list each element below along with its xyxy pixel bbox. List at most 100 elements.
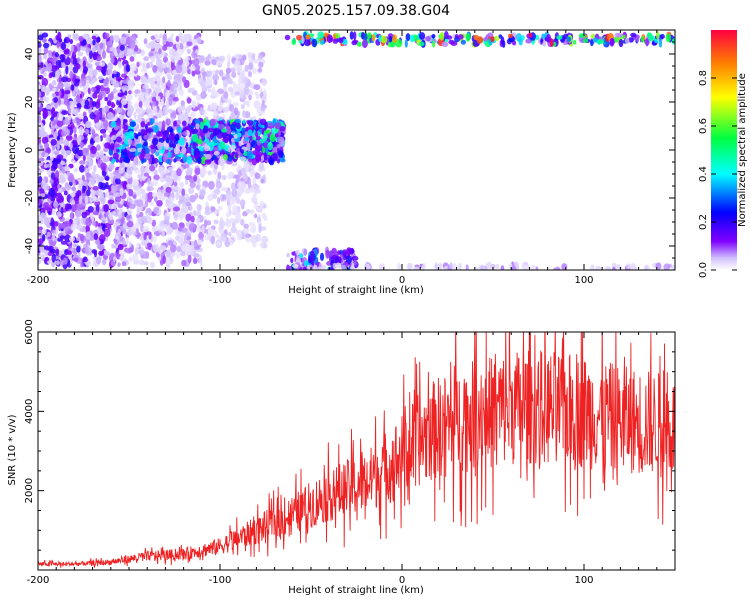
spectrogram-cell — [239, 93, 244, 99]
spectrogram-cell — [75, 209, 82, 218]
spectrogram-cell — [82, 60, 86, 69]
spectrogram-cell — [136, 107, 143, 115]
spectrogram-cell — [556, 35, 563, 40]
spectrogram-cell — [147, 177, 151, 185]
spectrogram-cell — [207, 194, 214, 201]
spectrogram-cell — [213, 188, 221, 195]
spectrogram-cell — [130, 244, 134, 253]
spectrogram-cell — [63, 166, 71, 172]
spectrogram-cell — [62, 140, 70, 146]
spectrogram-cell — [261, 78, 268, 86]
spectrogram-cell — [185, 202, 192, 207]
spectrogram-cell — [129, 63, 137, 72]
spectrogram-cell — [404, 39, 408, 48]
spectrogram-cell — [72, 220, 78, 226]
spectrogram-cell — [242, 228, 250, 234]
spectrogram-cell — [99, 62, 106, 67]
spectrogram-cell — [465, 264, 469, 270]
spectrogram-cell — [508, 262, 513, 270]
spectrogram-cell — [133, 157, 138, 165]
spectrogram-cell — [163, 142, 170, 151]
spectrogram-cell — [425, 36, 431, 42]
spectrogram-cell — [137, 174, 141, 179]
spectrogram-cell — [245, 209, 251, 214]
spectrogram-cell — [50, 125, 56, 130]
spectrogram-cell — [92, 186, 99, 191]
spectrogram-cell — [99, 251, 105, 256]
spectrogram-cell — [94, 238, 101, 245]
spectrogram-cell — [180, 245, 185, 250]
spectrogram-cell — [220, 235, 225, 241]
spectrogram-cell — [221, 130, 228, 139]
spectrogram-cell — [153, 157, 159, 164]
spectrogram-cell — [54, 170, 60, 180]
spectrogram-cell — [204, 83, 210, 88]
spectrogram-cell — [229, 67, 236, 73]
spectrogram-cell — [84, 195, 89, 204]
spectrogram-cell — [76, 245, 81, 253]
spectrogram-cell — [72, 57, 78, 67]
spectrogram-cell — [109, 46, 116, 52]
spectrogram-cell — [449, 262, 453, 269]
spectrogram-cell — [38, 214, 43, 224]
spectrogram-cell — [234, 59, 241, 67]
spectrogram-cell — [216, 241, 221, 247]
spectrogram-cell — [266, 129, 271, 134]
spectrogram-cell — [458, 262, 462, 270]
spectrogram-cell — [51, 107, 56, 116]
spectrogram-cell — [197, 157, 202, 164]
spectrogram-cell — [228, 209, 232, 216]
spectrogram-cell — [665, 33, 672, 43]
spectrogram-cell — [237, 181, 244, 190]
spectrogram-cell — [173, 120, 177, 127]
spectrogram-cell — [135, 228, 139, 234]
spectrogram-cell — [180, 251, 186, 257]
spectrogram-cell — [284, 34, 291, 41]
spectrogram-cell — [166, 74, 172, 80]
spectrogram-cell — [102, 119, 109, 128]
spectrogram-cell — [77, 201, 84, 209]
spectrogram-cell — [243, 86, 250, 95]
spectrogram-cell — [242, 129, 246, 136]
spectrogram-cell — [102, 132, 107, 138]
spectrogram-cell — [227, 147, 231, 153]
spectrogram-cell — [110, 121, 117, 128]
spectrogram-cell — [175, 64, 183, 74]
spectrogram-cell — [185, 164, 189, 169]
spectrogram-cell — [92, 39, 96, 46]
spectrogram-cell — [178, 32, 183, 41]
spectrogram-cell — [42, 54, 49, 60]
spectrogram-cell — [50, 217, 54, 226]
colorbar: 0.0 0.2 0.4 0.6 0.8 Normalized spectral ampl… — [698, 30, 748, 278]
spectrogram-cell — [54, 221, 59, 227]
spectrogram-cell — [177, 48, 183, 57]
spectrogram-cell — [151, 137, 159, 146]
spectrogram-cell — [130, 225, 135, 235]
spectrogram-cell — [177, 60, 183, 66]
spectrogram-cell — [82, 181, 89, 186]
spectrogram-cell — [65, 90, 71, 95]
spectrogram-cell — [191, 133, 199, 142]
spectrogram-cell — [371, 34, 376, 42]
spectrogram-cell — [73, 198, 79, 205]
spectrogram-cell — [77, 51, 84, 57]
spectrogram-cell — [648, 33, 654, 42]
spectrogram-cell — [142, 226, 150, 233]
spectrogram-cell — [230, 226, 237, 234]
spectrogram-cell — [140, 215, 148, 224]
spectrogram-cell — [301, 35, 305, 45]
spectrogram-cell — [81, 258, 88, 263]
spectrogram-cell — [202, 71, 207, 78]
spectrogram-cell — [211, 86, 216, 95]
spectrogram-cell — [58, 90, 62, 97]
spectrogram-cell — [56, 211, 63, 218]
spectrogram-cell — [221, 128, 227, 133]
spectrogram-cell — [167, 108, 174, 114]
spectrogram-cell — [59, 259, 65, 266]
spectrogram-cell — [671, 264, 675, 270]
spectrogram-cell — [58, 97, 61, 106]
spectrogram-cell — [320, 39, 325, 45]
spectrogram-cell — [194, 245, 201, 250]
spectrogram-cell — [146, 242, 152, 248]
spectrogram-cell — [47, 88, 51, 92]
